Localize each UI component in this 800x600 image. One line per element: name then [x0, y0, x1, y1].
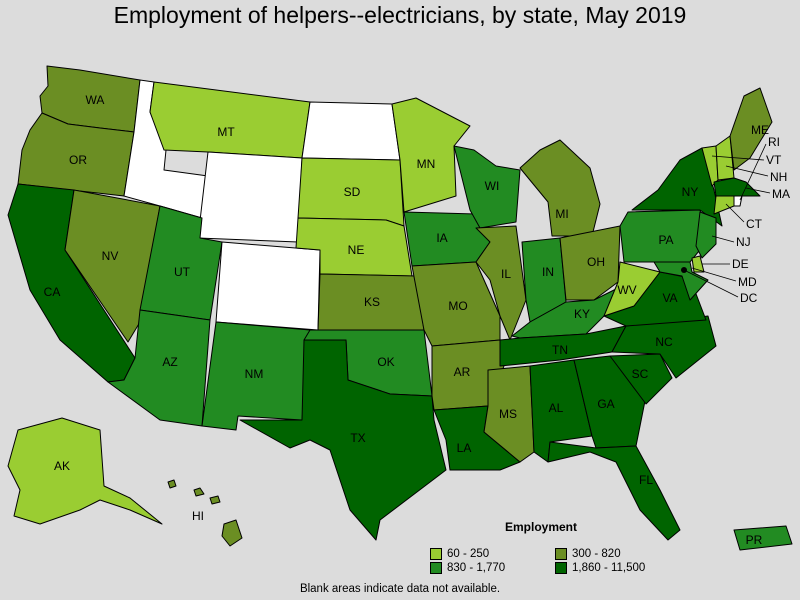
- label-in: IN: [542, 265, 554, 279]
- state-hi[interactable]: [167, 479, 243, 547]
- label-wi: WI: [485, 179, 500, 193]
- label-dc: DC: [740, 291, 758, 305]
- label-ga: GA: [597, 397, 614, 411]
- label-ny: NY: [682, 185, 699, 199]
- label-ms: MS: [499, 407, 517, 421]
- label-ok: OK: [377, 355, 394, 369]
- state-mn[interactable]: [391, 97, 471, 213]
- state-md[interactable]: [653, 261, 709, 301]
- label-ma: MA: [772, 187, 790, 201]
- leader-md: [691, 267, 737, 282]
- label-ks: KS: [364, 295, 380, 309]
- legend-item-bin-3: 830 - 1,770: [430, 562, 505, 574]
- state-me[interactable]: [729, 87, 773, 171]
- state-wy[interactable]: [197, 151, 303, 243]
- state-ak[interactable]: [7, 417, 163, 525]
- legend-item-bin-2: 300 - 820: [555, 548, 621, 560]
- state-co[interactable]: [215, 241, 321, 331]
- label-oh: OH: [587, 255, 605, 269]
- label-ia: IA: [436, 231, 447, 245]
- map-title: Employment of helpers--electricians, by …: [113, 2, 687, 28]
- leader-ct: [725, 203, 745, 223]
- state-ma[interactable]: [713, 177, 761, 197]
- state-ct[interactable]: [713, 195, 735, 215]
- state-nd[interactable]: [301, 101, 401, 161]
- label-az: AZ: [162, 355, 177, 369]
- label-mo: MO: [448, 299, 467, 313]
- label-wa: WA: [86, 93, 105, 107]
- label-nj: NJ: [736, 235, 751, 249]
- label-de: DE: [732, 257, 749, 271]
- state-oh[interactable]: [559, 225, 621, 301]
- state-wi[interactable]: [453, 145, 521, 229]
- legend-item-bin-4: 1,860 - 11,500: [555, 562, 645, 574]
- label-ct: CT: [746, 217, 763, 231]
- state-tx[interactable]: [239, 339, 447, 541]
- label-la: LA: [457, 441, 472, 455]
- legend-swatch: [430, 562, 442, 574]
- label-or: OR: [69, 153, 87, 167]
- label-md: MD: [738, 275, 757, 289]
- legend-title: Employment: [505, 520, 578, 534]
- label-ne: NE: [348, 243, 365, 257]
- labels-layer: WA OR CA NV MT UT AZ NM SD NE KS OK TX M…: [44, 93, 790, 547]
- label-mt: MT: [217, 125, 235, 139]
- leader-ri: [739, 143, 767, 201]
- state-nv[interactable]: [64, 189, 161, 343]
- label-sd: SD: [344, 185, 361, 199]
- label-il: IL: [501, 267, 511, 281]
- label-me: ME: [751, 123, 769, 137]
- legend-item-bin-1: 60 - 250: [430, 548, 489, 560]
- label-ri: RI: [768, 135, 780, 149]
- state-mt[interactable]: [149, 81, 311, 159]
- leader-dc: [683, 269, 739, 298]
- label-ak: AK: [54, 459, 70, 473]
- state-il[interactable]: [475, 225, 527, 341]
- leader-nh: [725, 165, 769, 177]
- state-pr[interactable]: [733, 525, 793, 551]
- state-nj[interactable]: [695, 211, 717, 259]
- label-ut: UT: [174, 265, 191, 279]
- leader-nj: [711, 235, 735, 243]
- legend-label: 60 - 250: [447, 548, 490, 560]
- label-sc: SC: [632, 367, 649, 381]
- label-ky: KY: [574, 307, 590, 321]
- label-pr: PR: [746, 533, 763, 547]
- label-wv: WV: [617, 283, 636, 297]
- state-de[interactable]: [691, 255, 705, 273]
- label-tx: TX: [350, 431, 365, 445]
- state-sc[interactable]: [609, 353, 673, 405]
- legend-label: 830 - 1,770: [447, 562, 506, 574]
- label-ar: AR: [454, 365, 471, 379]
- leader-vt: [711, 155, 765, 161]
- label-mn: MN: [417, 157, 436, 171]
- label-nv: NV: [102, 249, 119, 263]
- leader-ma: [745, 187, 771, 194]
- state-wv[interactable]: [603, 261, 661, 317]
- state-az[interactable]: [107, 309, 211, 427]
- states-layer: [7, 65, 793, 551]
- label-tn: TN: [552, 343, 568, 357]
- label-fl: FL: [639, 473, 653, 487]
- state-mi[interactable]: [519, 139, 601, 237]
- legend-label: 300 - 820: [572, 548, 621, 560]
- legend-swatch: [430, 548, 442, 560]
- label-al: AL: [549, 401, 564, 415]
- legend-swatch: [555, 562, 567, 574]
- label-pa: PA: [658, 233, 673, 247]
- footnote: Blank areas indicate data not available.: [299, 583, 501, 595]
- label-ca: CA: [44, 285, 61, 299]
- label-vt: VT: [766, 153, 782, 167]
- legend-swatch: [555, 548, 567, 560]
- label-nc: NC: [655, 335, 673, 349]
- label-nm: NM: [245, 367, 264, 381]
- label-nh: NH: [770, 170, 787, 184]
- label-mi: MI: [555, 207, 568, 221]
- state-fl[interactable]: [547, 441, 681, 541]
- legend-label: 1,860 - 11,500: [572, 562, 646, 574]
- label-va: VA: [662, 291, 677, 305]
- label-hi: HI: [192, 509, 204, 523]
